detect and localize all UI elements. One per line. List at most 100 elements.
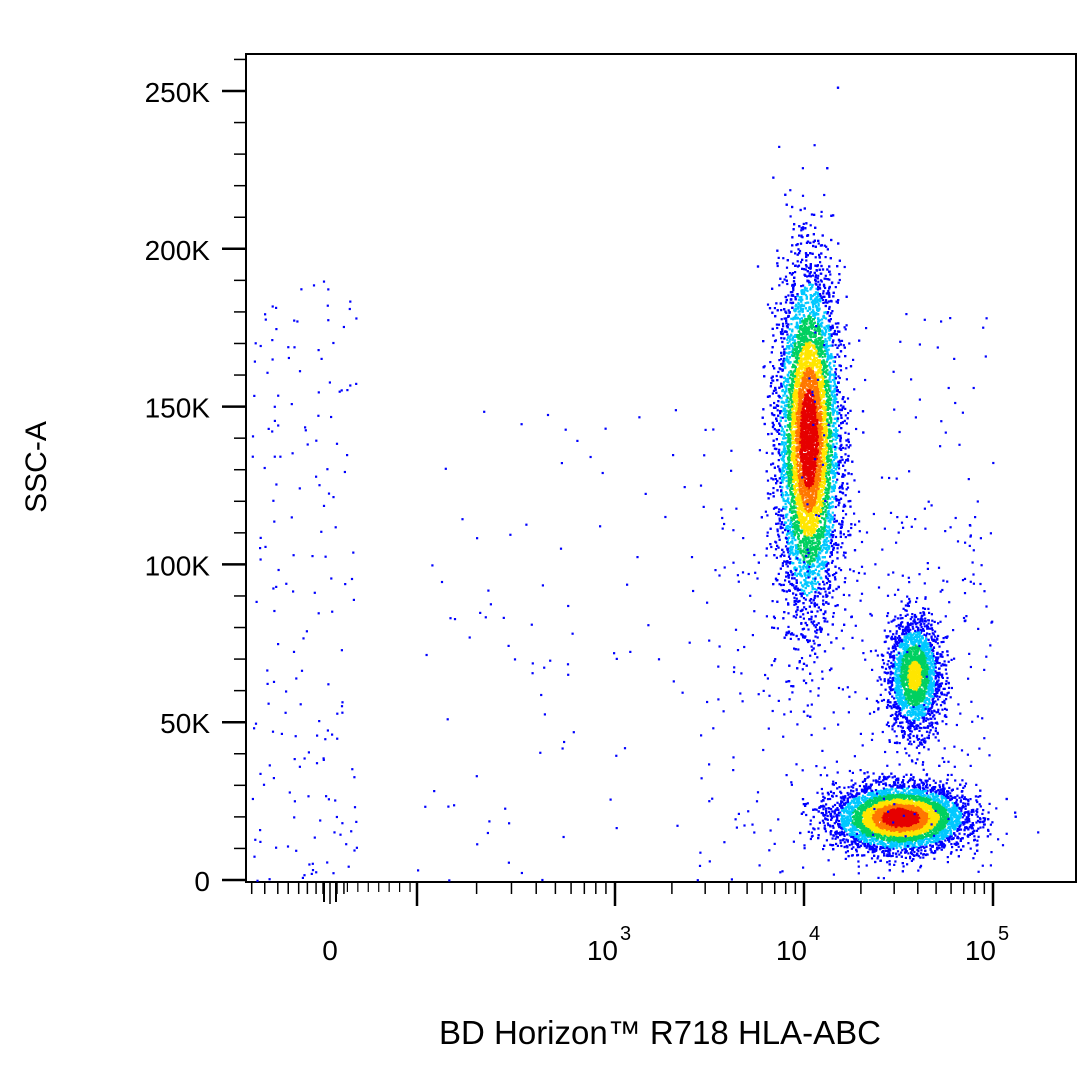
event-dot: [780, 433, 783, 436]
event-dot: [783, 441, 786, 444]
event-dot: [775, 419, 778, 422]
event-dot: [828, 585, 832, 588]
event-dot: [814, 280, 817, 283]
event-dot: [789, 301, 792, 304]
event-dots: [251, 86, 1040, 882]
event-dot: [809, 287, 813, 290]
event-dot: [810, 301, 813, 304]
event-dot: [787, 542, 790, 545]
event-dot: [808, 599, 811, 602]
event-dot: [838, 487, 841, 490]
event-dot: [780, 358, 783, 361]
event-dot: [788, 272, 792, 275]
event-dot: [834, 322, 837, 325]
event-dot: [814, 383, 817, 386]
event-dot: [777, 428, 780, 432]
event-dot: [812, 545, 815, 548]
event-dot: [812, 582, 815, 585]
event-dot: [812, 539, 815, 542]
event-dot: [820, 272, 823, 275]
event-dot: [777, 323, 781, 326]
event-dot: [823, 422, 826, 425]
event-dot: [821, 560, 824, 563]
event-dot: [800, 497, 803, 500]
event-dot: [828, 378, 831, 381]
event-dot: [810, 615, 813, 618]
event-dot: [820, 336, 824, 339]
event-dot: [800, 317, 803, 320]
event-dot: [814, 553, 817, 556]
event-dot: [823, 418, 826, 421]
event-dot: [817, 365, 820, 368]
event-dot: [810, 493, 813, 496]
event-dot: [794, 467, 797, 470]
event-dot: [790, 548, 793, 552]
event-dot: [836, 478, 839, 481]
event-dot: [795, 555, 798, 558]
event-dot: [826, 412, 829, 415]
event-dot: [801, 520, 804, 523]
event-dot: [831, 395, 834, 398]
event-dot: [788, 471, 791, 474]
event-dot: [843, 419, 846, 422]
event-dot: [827, 539, 830, 543]
event-dot: [797, 351, 800, 354]
event-dot: [804, 546, 807, 549]
event-dot: [830, 538, 833, 541]
event-dot: [780, 318, 783, 321]
event-dot: [820, 532, 823, 535]
event-dot: [817, 280, 820, 283]
event-dot: [820, 550, 823, 553]
event-dot: [822, 599, 825, 602]
event-dot: [793, 425, 796, 428]
event-dot: [820, 561, 823, 564]
event-dot: [815, 304, 818, 307]
event-dot: [817, 544, 820, 547]
event-dot: [822, 301, 825, 304]
event-dot: [796, 516, 799, 519]
event-dot: [789, 338, 792, 341]
event-dot: [811, 552, 814, 555]
event-dot: [787, 309, 790, 312]
event-dot: [834, 604, 837, 608]
event-dot: [847, 412, 850, 415]
event-dot: [819, 529, 822, 532]
event-dot: [810, 320, 813, 323]
event-dot: [845, 444, 848, 447]
event-dot: [785, 468, 788, 471]
event-dot: [834, 435, 837, 439]
event-dot: [777, 256, 780, 259]
event-dot: [833, 483, 836, 486]
event-dot: [832, 458, 835, 462]
event-dot: [770, 412, 774, 415]
event-dot: [842, 475, 845, 478]
event-dot: [820, 318, 824, 321]
event-dot: [824, 491, 827, 494]
event-dot: [799, 457, 802, 460]
event-dot: [807, 512, 810, 516]
event-dot: [821, 489, 824, 492]
event-dot: [836, 466, 839, 469]
event-dot: [831, 574, 835, 577]
event-dot: [858, 520, 861, 523]
event-dot: [807, 361, 811, 364]
event-dot: [806, 397, 809, 400]
event-dot: [813, 347, 816, 351]
event-dot: [800, 622, 803, 625]
event-dot: [806, 537, 809, 540]
event-dot: [814, 274, 817, 277]
event-dot: [789, 459, 792, 462]
event-dot: [831, 511, 834, 514]
event-dot: [791, 483, 794, 487]
event-dot: [785, 330, 788, 333]
event-dot: [802, 284, 805, 287]
event-dot: [782, 551, 785, 554]
event-dot: [814, 576, 817, 579]
event-dot: [778, 508, 781, 511]
event-dot: [824, 410, 827, 413]
event-dot: [818, 587, 821, 590]
event-dot: [798, 561, 801, 564]
event-dot: [830, 421, 833, 424]
event-dot: [833, 576, 837, 579]
event-dot: [802, 226, 805, 229]
